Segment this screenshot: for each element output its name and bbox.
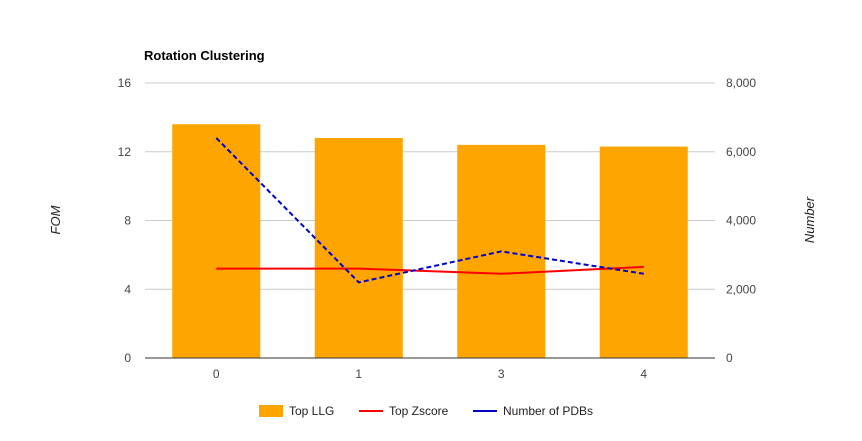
legend-label: Top Zscore (389, 404, 449, 418)
x-tick-label: 3 (498, 367, 505, 381)
y-left-tick-label: 8 (124, 214, 131, 228)
y-right-tick-label: 0 (726, 351, 733, 365)
axes: 0 0 4 2,000 8 4,000 12 6,000 16 8,000 0 1 3 4 (118, 76, 757, 381)
y-left-tick-label: 16 (118, 76, 132, 90)
legend: Top LLG Top Zscore Number of PDBs (259, 404, 593, 418)
y-right-tick-label: 4,000 (726, 214, 756, 228)
y-axis-left-title: FOM (48, 205, 63, 234)
line-top-zscore (216, 265, 644, 275)
y-axis-right-title: Number (802, 196, 817, 243)
line-number-of-pdbs (215, 137, 644, 284)
legend-label: Top LLG (289, 404, 334, 418)
bar-top-llg (599, 146, 688, 358)
bar-series (172, 124, 688, 358)
chart-title: Rotation Clustering (144, 48, 265, 63)
y-left-tick-label: 4 (124, 282, 131, 296)
x-tick-label: 4 (640, 367, 647, 381)
y-left-tick-label: 0 (124, 351, 131, 365)
y-right-tick-label: 6,000 (726, 145, 756, 159)
legend-swatch-bar (259, 405, 283, 417)
y-left-tick-label: 12 (118, 145, 132, 159)
y-right-tick-label: 8,000 (726, 76, 756, 90)
x-tick-label: 0 (213, 367, 220, 381)
legend-label: Number of PDBs (503, 404, 593, 418)
x-tick-label: 1 (355, 367, 362, 381)
bar-top-llg (172, 124, 261, 358)
bar-top-llg (314, 138, 403, 358)
y-right-tick-label: 2,000 (726, 282, 756, 296)
line-series (215, 137, 644, 284)
